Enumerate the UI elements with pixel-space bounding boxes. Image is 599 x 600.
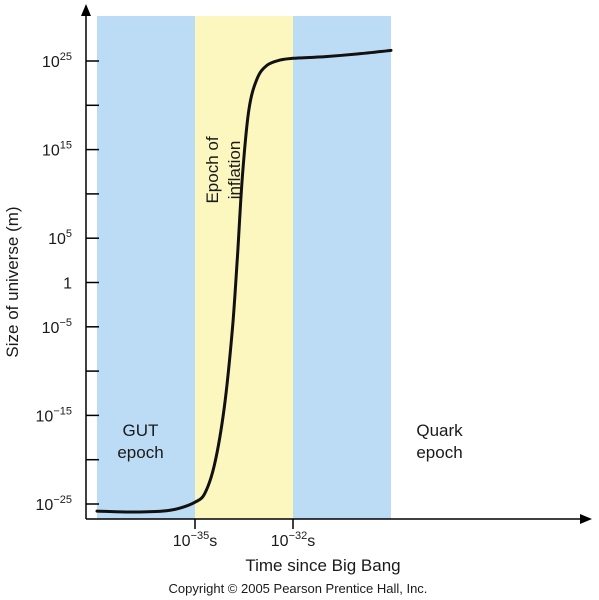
y-axis-arrowhead xyxy=(81,4,91,16)
x-tick-label: 10−32s xyxy=(271,530,315,550)
x-ticks: 10−35s 10−32s xyxy=(173,519,315,550)
y-ticks: 1025 1015 105 1 10−5 10−15 10−25 xyxy=(36,51,99,514)
copyright-text: Copyright © 2005 Pearson Prentice Hall, … xyxy=(169,581,428,596)
y-tick-label: 10−15 xyxy=(36,405,72,425)
universe-size-curve xyxy=(95,48,393,514)
epoch-regions xyxy=(97,16,391,519)
quark-epoch-label: epoch xyxy=(416,443,462,462)
y-tick-label: 10−5 xyxy=(42,317,72,337)
quark-epoch-region xyxy=(293,16,391,519)
y-tick-label: 1015 xyxy=(42,140,72,160)
y-tick-label: 105 xyxy=(48,228,72,248)
y-tick-label: 1025 xyxy=(42,51,72,71)
inflation-epoch-label-line: inflation xyxy=(225,141,244,200)
axes xyxy=(81,4,592,524)
x-tick-label: 10−35s xyxy=(173,530,217,550)
x-axis-title: Time since Big Bang xyxy=(245,556,400,575)
series xyxy=(95,48,393,514)
inflation-epoch-label-line: Epoch of xyxy=(203,136,222,203)
y-tick-label: 10−25 xyxy=(36,494,72,514)
gut-epoch-region xyxy=(97,16,195,519)
x-axis-arrowhead xyxy=(580,514,592,524)
y-axis-title: Size of universe (m) xyxy=(3,206,22,357)
inflation-epoch-region xyxy=(195,16,293,519)
gut-epoch-label: GUT xyxy=(123,421,159,440)
quark-epoch-label: Quark xyxy=(416,421,463,440)
inflation-epoch-label: Epoch of inflation xyxy=(203,136,244,203)
y-tick-label: 1 xyxy=(63,276,72,293)
epoch-region-labels: GUT epoch Quark epoch Epoch of inflation xyxy=(117,136,463,462)
gut-epoch-label: epoch xyxy=(117,443,163,462)
